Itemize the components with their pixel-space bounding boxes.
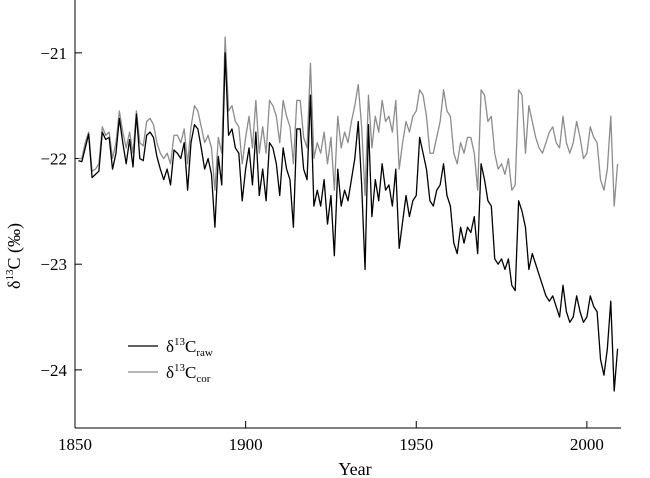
series-line-cor xyxy=(78,36,619,207)
x-tick-label: 1900 xyxy=(229,435,263,454)
legend-raw-sub: raw xyxy=(196,347,213,359)
y-axis-title-sup: 13 xyxy=(4,269,16,281)
legend-cor-sub: cor xyxy=(196,373,210,385)
x-tick-label: 1950 xyxy=(399,435,433,454)
legend-cor-sup: 13 xyxy=(174,362,186,374)
y-axis-title: δ13C (‰) xyxy=(4,223,25,289)
legend-label-raw: δ13Craw xyxy=(166,336,213,359)
y-axis-title-delta: δ xyxy=(4,281,24,289)
legend-raw-base: C xyxy=(185,337,196,356)
y-axis-title-base: C (‰) xyxy=(4,223,25,270)
legend: δ13Craw δ13Ccor xyxy=(128,336,213,385)
x-tick-label: 2000 xyxy=(570,435,604,454)
y-tick-label: −24 xyxy=(40,361,67,380)
y-tick-label: −22 xyxy=(40,150,67,169)
y-ticks: −21 −22 −23 −24 xyxy=(40,44,82,380)
legend-raw-sup: 13 xyxy=(174,336,186,348)
legend-label-cor: δ13Ccor xyxy=(166,362,211,385)
series-line-raw xyxy=(78,52,619,392)
y-tick-label: −23 xyxy=(40,255,67,274)
legend-cor-base: C xyxy=(185,363,196,382)
x-tick-label: 1850 xyxy=(58,435,92,454)
x-ticks: 1850 1900 1950 2000 xyxy=(58,421,604,454)
plot-area: 1850 1900 1950 2000 −21 −22 −23 −24 xyxy=(40,0,621,454)
y-tick-label: −21 xyxy=(40,44,67,63)
series-layer xyxy=(78,36,619,392)
legend-raw-delta: δ xyxy=(166,337,174,356)
legend-cor-delta: δ xyxy=(166,363,174,382)
x-axis-title: Year xyxy=(338,459,371,478)
